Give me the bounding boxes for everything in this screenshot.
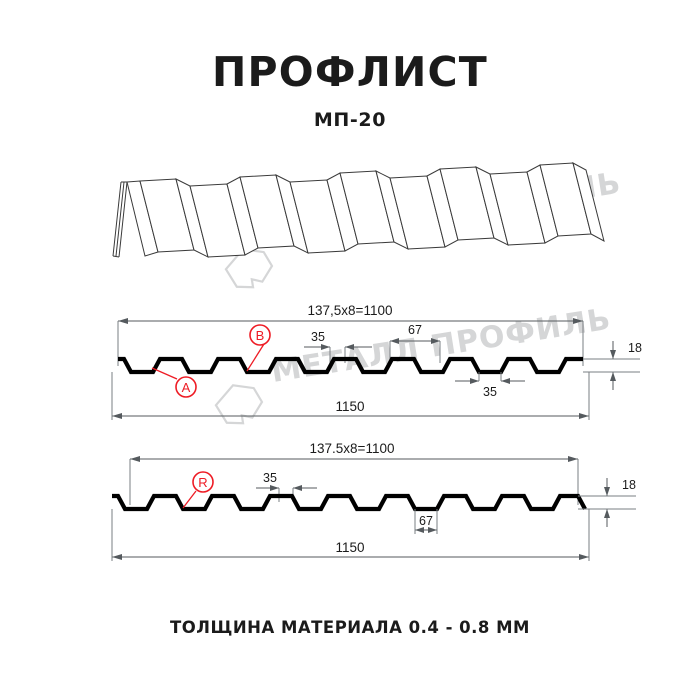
dim-overall-1150-top: 1150 [111, 372, 590, 420]
dim-gap-35-bottom-1: 35 [455, 372, 525, 399]
dim-label-35-bottom-1: 35 [483, 385, 497, 399]
callout-label-b: B [256, 328, 265, 343]
dim-pitch-top-2: 137.5x8=1100 [129, 441, 579, 505]
dim-pitch-top-1: 137,5x8=1100 [117, 303, 584, 366]
dim-flat-67-top-1: 67 [389, 323, 441, 363]
dim-label-18-top: 18 [628, 341, 642, 355]
title-block: ПРОФЛИСТ МП-20 [0, 48, 700, 132]
material-thickness-caption: ТОЛЩИНА МАТЕРИАЛА 0.4 - 0.8 ММ [170, 618, 530, 637]
model-subtitle: МП-20 [313, 109, 387, 131]
cross-section-bottom: 137.5x8=1100 35 67 [111, 441, 636, 561]
dim-label-35-top-1: 35 [311, 330, 325, 344]
dim-label-67-top-1: 67 [408, 323, 422, 337]
callout-label-a: A [182, 380, 191, 395]
dim-flat-67-bottom-2: 67 [414, 509, 438, 534]
callout-marker-r: R [182, 471, 214, 509]
dim-label-18-bottom: 18 [622, 478, 636, 492]
page-title: ПРОФЛИСТ [212, 48, 488, 96]
dim-height-18-top: 18 [583, 341, 642, 390]
dim-label-1150-bottom: 1150 [335, 540, 364, 555]
profiled-sheet-isometric [112, 162, 605, 258]
callout-marker-b: B [246, 324, 271, 372]
dim-height-18-bottom: 18 [578, 478, 636, 527]
dim-label-pitch-top-1: 137,5x8=1100 [308, 303, 393, 318]
dim-label-67-bottom-2: 67 [419, 514, 433, 528]
dim-label-1150-top: 1150 [335, 399, 364, 414]
dim-label-35-top-2: 35 [263, 471, 277, 485]
callout-marker-a: A [151, 367, 197, 398]
dim-gap-35-top-1: 35 [304, 330, 372, 363]
profile-polyline-top [118, 356, 583, 375]
dim-gap-35-top-2: 35 [256, 471, 317, 502]
profile-polyline-bottom [112, 493, 587, 512]
cross-section-top: 137,5x8=1100 35 67 [111, 303, 642, 420]
callout-label-r: R [198, 475, 207, 490]
dim-overall-1150-bottom: 1150 [111, 509, 590, 561]
dim-label-pitch-top-2: 137.5x8=1100 [310, 441, 395, 456]
